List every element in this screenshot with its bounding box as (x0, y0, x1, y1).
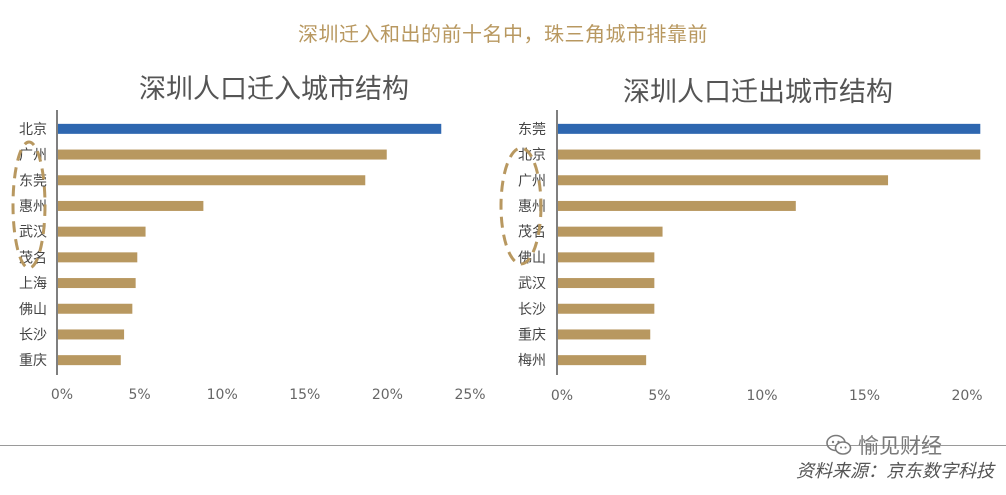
right-chart-bar-9 (558, 355, 647, 366)
left-chart-category-label-4: 武汉 (19, 225, 47, 241)
right-chart-bar-7 (558, 303, 655, 314)
left-chart-title: 深圳人口迁入城市结构 (139, 74, 409, 105)
right-chart-bar-8 (558, 329, 651, 340)
left-chart-tick-label-0: 0% (51, 387, 73, 403)
left-chart-category-label-5: 茂名 (19, 249, 47, 266)
source-note: 资料来源：京东数字科技 (796, 461, 994, 482)
left-chart-tick-label-1: 5% (128, 387, 150, 403)
left-chart-tick-label-2: 10% (207, 387, 238, 403)
right-chart-bar-2 (558, 175, 889, 186)
left-chart-category-label-9: 重庆 (19, 353, 47, 369)
left-highlight-ellipse (11, 140, 47, 270)
right-chart-bar-6 (558, 278, 655, 289)
right-chart-bar-3 (558, 200, 796, 211)
left-chart-bar-9 (58, 355, 121, 366)
left-chart-category-label-7: 佛山 (19, 302, 47, 318)
right-chart-category-label-6: 武汉 (518, 276, 546, 292)
left-chart-bar-4 (58, 226, 146, 237)
wechat-icon (826, 434, 852, 456)
left-chart-tick-label-5: 25% (454, 387, 485, 403)
left-chart-category-label-3: 惠州 (19, 199, 47, 215)
right-chart-category-label-0: 东莞 (518, 122, 546, 138)
left-chart-category-label-6: 上海 (19, 276, 47, 292)
left-chart-bar-6 (58, 278, 136, 289)
right-chart-tick-label-1: 5% (648, 388, 670, 404)
left-chart-tick-label-4: 20% (372, 387, 403, 403)
left-chart-bar-2 (58, 175, 366, 186)
right-chart-bar-5 (558, 252, 655, 263)
right-chart-category-label-2: 广州 (518, 173, 546, 189)
left-chart-bar-0 (58, 123, 442, 134)
watermark: 愉见财经 (826, 430, 942, 460)
right-chart-tick-label-0: 0% (551, 388, 573, 404)
right-chart-bar-0 (558, 123, 981, 134)
left-chart-bar-5 (58, 252, 138, 263)
right-chart-title: 深圳人口迁出城市结构 (623, 77, 893, 108)
watermark-text: 愉见财经 (858, 434, 942, 458)
right-chart-category-label-8: 重庆 (518, 327, 546, 343)
left-chart-bar-7 (58, 303, 133, 314)
right-highlight-ellipse (499, 146, 543, 266)
left-chart-bar-1 (58, 149, 387, 160)
left-chart-tick-label-3: 15% (289, 387, 320, 403)
right-chart-category-label-3: 惠州 (518, 199, 546, 215)
left-chart-category-label-0: 北京 (19, 122, 47, 138)
left-chart-category-label-8: 长沙 (19, 327, 47, 343)
right-chart-bar-1 (558, 149, 981, 160)
left-chart-category-label-2: 东莞 (19, 173, 47, 189)
right-chart-category-label-4: 茂名 (518, 224, 546, 241)
right-chart-category-label-9: 梅州 (518, 353, 546, 369)
page-header-title: 深圳迁入和出的前十名中，珠三角城市排靠前 (298, 22, 708, 46)
footer-divider (0, 445, 1006, 446)
right-chart-tick-label-4: 20% (951, 388, 982, 404)
right-chart-bar-4 (558, 226, 663, 237)
right-chart-category-label-7: 长沙 (518, 302, 546, 318)
right-chart-tick-label-2: 10% (746, 388, 777, 404)
left-chart-bar-8 (58, 329, 125, 340)
left-chart-category-label-1: 广州 (19, 148, 47, 164)
right-chart-tick-label-3: 15% (849, 388, 880, 404)
left-chart-bar-3 (58, 200, 204, 211)
